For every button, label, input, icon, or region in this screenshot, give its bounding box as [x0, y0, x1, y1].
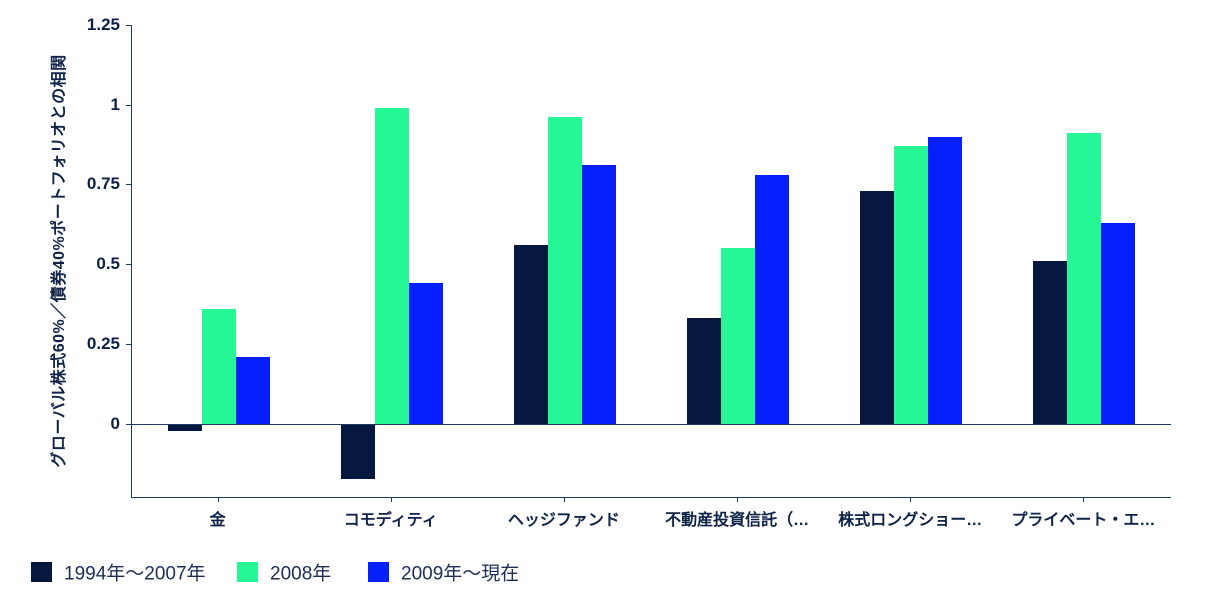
- legend-label: 1994年～2007年: [64, 563, 206, 585]
- bar-series0-cat1: [340, 424, 375, 479]
- y-tick-label: 1.25: [86, 15, 120, 34]
- y-tick-mark: [126, 25, 131, 26]
- x-category-label: ヘッジファンド: [507, 512, 620, 529]
- x-tick-mark: [910, 498, 912, 502]
- bar-series2-cat2: [581, 165, 616, 424]
- x-tick-mark: [1083, 498, 1085, 502]
- x-category-label: 不動産投資信託（…: [665, 512, 810, 529]
- x-tick-mark: [737, 498, 739, 502]
- legend-swatch: [31, 562, 52, 582]
- bar-series2-cat3: [755, 174, 790, 424]
- legend-label: 2008年: [270, 563, 332, 585]
- legend-swatch: [368, 562, 389, 582]
- y-tick-mark: [126, 264, 131, 266]
- bar-series0-cat3: [687, 318, 722, 424]
- plot-area: [131, 25, 1171, 498]
- y-tick-label: 0.5: [96, 254, 120, 274]
- x-category-label: 金: [209, 512, 226, 529]
- bar-series0-cat5: [1033, 261, 1068, 424]
- bar-series0-cat0: [167, 424, 202, 432]
- bar-series2-cat4: [928, 136, 963, 424]
- y-tick-label: 0: [110, 413, 120, 433]
- bar-series2-cat5: [1101, 222, 1136, 424]
- y-tick-label: 1: [110, 94, 120, 114]
- bar-series1-cat1: [374, 107, 409, 424]
- legend-label: 2009年～現在: [401, 563, 520, 585]
- x-tick-mark: [563, 498, 565, 502]
- zero-gridline: [132, 423, 1171, 425]
- y-tick-mark: [126, 184, 131, 186]
- bar-series2-cat1: [408, 283, 443, 424]
- y-tick-label: 0.25: [86, 333, 120, 353]
- y-tick-mark: [126, 104, 131, 106]
- x-tick-mark: [390, 498, 392, 502]
- bar-series1-cat2: [547, 117, 582, 424]
- x-category-label: 株式ロングショー…: [838, 512, 983, 529]
- bar-series1-cat4: [894, 146, 929, 424]
- legend-swatch: [237, 562, 258, 582]
- x-category-label: プライベート・エ…: [1011, 512, 1156, 529]
- y-tick-mark: [126, 423, 131, 425]
- bar-series1-cat0: [201, 308, 236, 424]
- x-tick-mark: [217, 498, 219, 502]
- bar-series0-cat2: [513, 245, 548, 424]
- bar-series1-cat5: [1067, 133, 1102, 424]
- y-tick-label: 0.75: [86, 174, 120, 194]
- bar-series0-cat4: [860, 190, 895, 424]
- y-tick-mark: [126, 343, 131, 345]
- bar-series2-cat0: [235, 356, 270, 424]
- bar-series1-cat3: [721, 248, 756, 424]
- x-category-label: コモディティ: [343, 512, 438, 529]
